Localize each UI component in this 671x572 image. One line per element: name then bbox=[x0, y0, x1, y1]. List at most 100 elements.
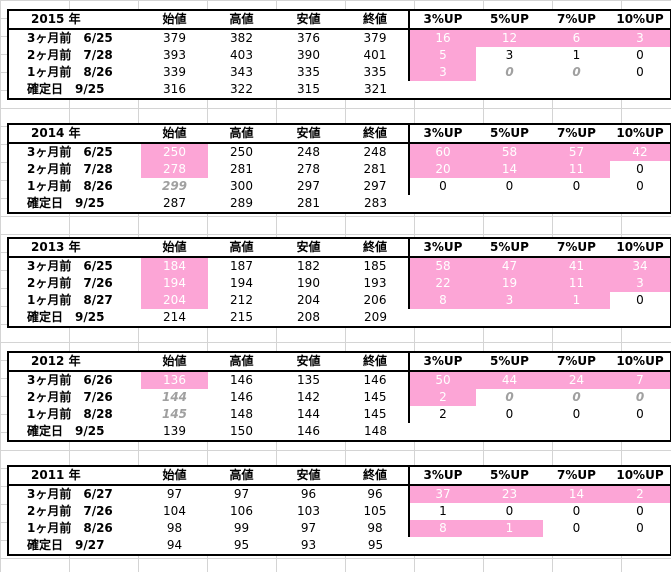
column-header: 5%UP bbox=[476, 466, 543, 486]
price-cell: 145 bbox=[363, 390, 387, 404]
price-cell: 403 bbox=[230, 48, 253, 62]
up-count-cell: 22 bbox=[408, 275, 476, 292]
year-label: 2012 年 bbox=[8, 352, 141, 372]
up-count-cell: 0 bbox=[572, 65, 581, 79]
price-cell: 185 bbox=[363, 259, 387, 273]
table-row: 2ヶ月前 7/28 393 403 390 401 5 3 1 0 bbox=[8, 47, 671, 64]
column-header: 7%UP bbox=[543, 466, 610, 486]
price-cell: 204 bbox=[141, 292, 208, 309]
price-cell: 281 bbox=[297, 196, 320, 210]
up-count-cell bbox=[409, 537, 476, 555]
column-header: 始値 bbox=[141, 352, 208, 372]
column-header: 高値 bbox=[208, 124, 275, 144]
up-count-cell: 47 bbox=[476, 257, 543, 275]
up-count-cell: 11 bbox=[543, 275, 610, 292]
up-count-cell: 0 bbox=[636, 504, 644, 518]
price-cell: 95 bbox=[367, 538, 384, 552]
row-label: 1ヶ月前 8/26 bbox=[27, 521, 113, 535]
column-header: 高値 bbox=[208, 10, 275, 30]
up-count-cell: 11 bbox=[543, 161, 610, 178]
price-cell: 204 bbox=[297, 293, 320, 307]
column-header: 安値 bbox=[275, 352, 342, 372]
price-cell: 206 bbox=[363, 293, 387, 307]
column-header: 安値 bbox=[275, 238, 342, 258]
row-label: 1ヶ月前 8/28 bbox=[27, 407, 113, 421]
price-cell: 142 bbox=[297, 390, 320, 404]
column-header: 安値 bbox=[275, 10, 342, 30]
price-cell: 278 bbox=[141, 161, 208, 178]
price-cell: 382 bbox=[230, 31, 253, 45]
price-cell: 297 bbox=[363, 179, 387, 193]
price-cell: 376 bbox=[297, 31, 320, 45]
table-row: 1ヶ月前 8/27 204 212 204 206 8 3 1 0 bbox=[8, 292, 671, 309]
price-cell: 148 bbox=[364, 424, 387, 438]
price-cell: 248 bbox=[363, 145, 387, 159]
table-header-row: 2012 年始値 高値 安値 終値 3%UP 5%UP 7%UP 10%UP bbox=[8, 352, 671, 372]
price-cell: 146 bbox=[230, 373, 253, 387]
up-count-cell: 6 bbox=[543, 29, 610, 47]
column-header: 5%UP bbox=[476, 124, 543, 144]
up-count-cell: 16 bbox=[408, 29, 476, 47]
price-cell: 182 bbox=[297, 259, 320, 273]
price-cell: 150 bbox=[230, 424, 253, 438]
column-header: 7%UP bbox=[543, 124, 610, 144]
up-count-cell: 24 bbox=[543, 371, 610, 389]
column-header: 安値 bbox=[275, 124, 342, 144]
table-row: 3ヶ月前 6/26 136 146 135 146 50 44 24 7 bbox=[8, 371, 671, 389]
table-row: 確定日 9/25 139 150 146 148 bbox=[8, 423, 671, 441]
row-label: 1ヶ月前 8/26 bbox=[27, 65, 113, 79]
price-cell: 144 bbox=[297, 407, 320, 421]
price-cell: 95 bbox=[233, 538, 250, 552]
price-cell: 103 bbox=[297, 504, 320, 518]
price-cell: 281 bbox=[230, 162, 253, 176]
column-header: 5%UP bbox=[476, 238, 543, 258]
column-header: 3%UP bbox=[408, 124, 476, 144]
price-cell: 98 bbox=[166, 521, 183, 535]
column-header: 安値 bbox=[275, 466, 342, 486]
up-count-cell: 0 bbox=[636, 179, 644, 193]
row-label: 2ヶ月前 7/26 bbox=[27, 504, 113, 518]
price-cell: 194 bbox=[230, 276, 253, 290]
column-header: 3%UP bbox=[408, 238, 476, 258]
price-cell: 139 bbox=[163, 424, 186, 438]
column-header: 10%UP bbox=[610, 124, 671, 144]
up-count-cell: 0 bbox=[505, 179, 514, 193]
price-cell: 106 bbox=[230, 504, 253, 518]
up-count-cell bbox=[610, 309, 671, 327]
column-header: 3%UP bbox=[408, 352, 476, 372]
column-header: 10%UP bbox=[610, 352, 671, 372]
price-cell: 250 bbox=[141, 143, 208, 161]
price-cell: 335 bbox=[363, 65, 387, 79]
column-header: 始値 bbox=[141, 466, 208, 486]
price-cell: 145 bbox=[161, 407, 188, 421]
price-cell: 96 bbox=[367, 487, 383, 501]
table-row: 2ヶ月前 7/28 278 281 278 281 20 14 11 0 bbox=[8, 161, 671, 178]
price-cell: 97 bbox=[166, 487, 183, 501]
price-cell: 250 bbox=[230, 145, 253, 159]
price-cell: 278 bbox=[297, 162, 320, 176]
row-label: 確定日 9/25 bbox=[27, 424, 105, 438]
up-count-cell: 7 bbox=[610, 371, 671, 389]
price-cell: 105 bbox=[363, 504, 387, 518]
column-header: 終値 bbox=[342, 124, 409, 144]
price-cell: 215 bbox=[230, 310, 253, 324]
up-count-cell: 3 bbox=[408, 64, 476, 81]
table-row: 1ヶ月前 8/26 339 343 335 335 3 0 0 0 bbox=[8, 64, 671, 81]
row-label: 確定日 9/25 bbox=[27, 310, 105, 324]
row-label: 2ヶ月前 7/26 bbox=[27, 390, 113, 404]
table-row: 2ヶ月前 7/26 194 194 190 193 22 19 11 3 bbox=[8, 275, 671, 292]
up-count-cell: 0 bbox=[635, 390, 645, 404]
column-header: 3%UP bbox=[408, 466, 476, 486]
up-count-cell: 3 bbox=[505, 48, 514, 62]
up-count-cell bbox=[543, 537, 610, 555]
column-header: 始値 bbox=[141, 124, 208, 144]
row-label: 確定日 9/27 bbox=[27, 538, 105, 552]
table-row: 1ヶ月前 8/28 145 148 144 145 2 0 0 0 bbox=[8, 406, 671, 423]
table-header-row: 2015 年始値 高値 安値 終値 3%UP 5%UP 7%UP 10%UP bbox=[8, 10, 671, 30]
up-count-cell bbox=[476, 309, 543, 327]
row-label: 1ヶ月前 8/26 bbox=[27, 179, 113, 193]
up-count-cell bbox=[543, 81, 610, 99]
price-cell: 401 bbox=[363, 48, 387, 62]
table-row: 3ヶ月前 6/25 379 382 376 379 16 12 6 3 bbox=[8, 29, 671, 47]
price-cell: 214 bbox=[163, 310, 186, 324]
